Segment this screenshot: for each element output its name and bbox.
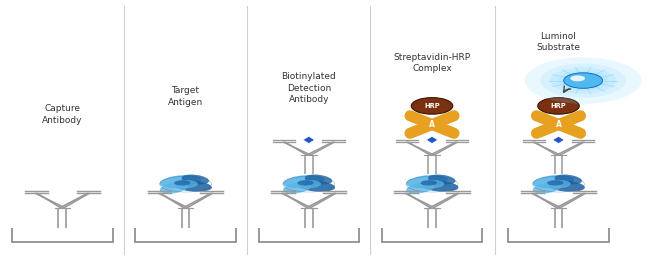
Ellipse shape <box>420 180 444 188</box>
Ellipse shape <box>406 175 448 188</box>
Ellipse shape <box>160 183 188 194</box>
Polygon shape <box>552 136 564 144</box>
Text: Streptavidin-HRP
Complex: Streptavidin-HRP Complex <box>393 53 471 73</box>
Circle shape <box>550 67 616 94</box>
Circle shape <box>525 57 642 104</box>
Ellipse shape <box>160 175 201 188</box>
Ellipse shape <box>421 181 458 192</box>
Circle shape <box>411 98 453 114</box>
Text: HRP: HRP <box>551 103 566 109</box>
Text: Luminol
Substrate: Luminol Substrate <box>536 32 580 53</box>
Circle shape <box>570 75 585 81</box>
Ellipse shape <box>296 180 321 188</box>
Circle shape <box>558 70 608 91</box>
Ellipse shape <box>546 180 571 188</box>
Ellipse shape <box>283 183 311 194</box>
Circle shape <box>538 98 579 114</box>
Ellipse shape <box>547 180 564 186</box>
Ellipse shape <box>181 174 209 184</box>
Text: HRP: HRP <box>424 103 440 109</box>
Ellipse shape <box>174 180 198 188</box>
Text: Target
Antigen: Target Antigen <box>168 86 203 107</box>
Ellipse shape <box>554 174 582 184</box>
Ellipse shape <box>305 174 332 184</box>
Ellipse shape <box>283 175 324 188</box>
Text: Biotinylated
Detection
Antibody: Biotinylated Detection Antibody <box>281 72 336 104</box>
Ellipse shape <box>298 181 335 192</box>
Ellipse shape <box>548 181 585 192</box>
Circle shape <box>540 63 626 98</box>
Ellipse shape <box>175 181 212 192</box>
Polygon shape <box>303 136 315 144</box>
Ellipse shape <box>532 175 574 188</box>
Ellipse shape <box>298 180 314 186</box>
Circle shape <box>564 73 603 88</box>
Text: A: A <box>429 120 435 129</box>
Text: Capture
Antibody: Capture Antibody <box>42 104 83 125</box>
Polygon shape <box>426 136 438 144</box>
Ellipse shape <box>428 174 456 184</box>
Text: A: A <box>556 120 562 129</box>
Ellipse shape <box>533 183 561 194</box>
Ellipse shape <box>421 180 437 186</box>
Ellipse shape <box>406 183 434 194</box>
Ellipse shape <box>174 180 190 186</box>
